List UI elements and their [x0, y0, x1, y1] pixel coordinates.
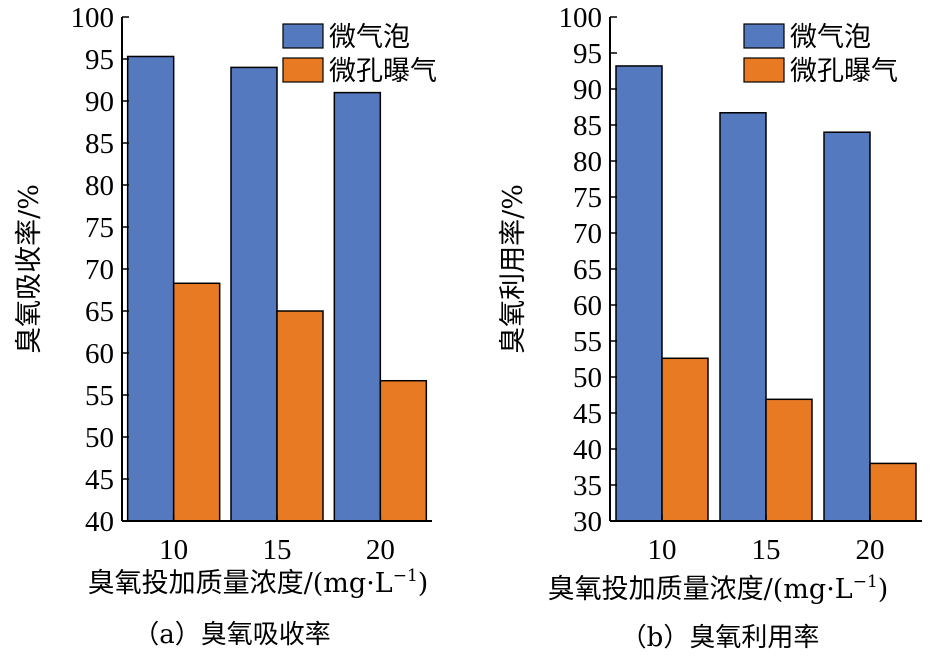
legend-swatch-microporous: [743, 57, 785, 83]
bar-microbubble-20: [823, 131, 871, 522]
x-tick-label: 20: [856, 534, 885, 566]
x-axis-label: 臭氧投加质量浓度/(mg·L−1): [88, 566, 429, 599]
y-tick-label: 100: [559, 2, 603, 34]
legend-swatch-microporous: [282, 57, 324, 83]
bar-microporous-20: [869, 462, 917, 522]
figure-caption: （a）臭氧吸收率: [133, 620, 331, 650]
y-tick-label: 60: [85, 338, 114, 370]
x-tick-label: 15: [263, 534, 292, 566]
y-axis-label: 臭氧吸收率/%: [14, 184, 45, 354]
y-tick-label: 35: [573, 470, 602, 502]
legend-swatch-microbubble: [282, 23, 324, 49]
y-tick-label: 65: [573, 254, 602, 286]
y-tick-label: 65: [85, 296, 114, 328]
legend-label-microbubble: 微气泡: [790, 22, 871, 53]
y-tick-label: 50: [85, 422, 114, 454]
x-axis-label-end: ): [878, 574, 889, 605]
bar-microporous-10: [172, 282, 221, 522]
y-tick-label: 60: [573, 290, 602, 322]
y-tick-label: 45: [573, 398, 602, 430]
y-tick-label: 90: [573, 74, 602, 106]
x-axis-label: 臭氧投加质量浓度/(mg·L−1): [548, 572, 889, 605]
y-tick-label: 90: [85, 86, 114, 118]
y-tick-label: 55: [573, 326, 602, 358]
legend-swatch-microbubble: [743, 23, 785, 49]
y-tick-label: 50: [573, 362, 602, 394]
y-tick-label: 100: [71, 2, 115, 34]
figure-caption: （b）臭氧利用率: [621, 623, 820, 653]
y-tick-label: 40: [85, 506, 114, 538]
bar-microporous-10: [661, 357, 709, 522]
y-tick-label: 95: [85, 44, 114, 76]
y-tick-label: 95: [573, 38, 602, 70]
x-tick-label: 10: [159, 534, 188, 566]
y-tick-label: 80: [85, 170, 114, 202]
legend-label-microporous: 微孔曝气: [329, 56, 437, 87]
y-tick-label: 85: [573, 110, 602, 142]
bar-microporous-15: [276, 310, 324, 522]
y-tick-label: 75: [573, 182, 602, 214]
bar-microbubble-15: [230, 66, 278, 522]
x-tick-label: 20: [366, 534, 395, 566]
x-axis-label-main: 臭氧投加质量浓度/(mg·L: [548, 574, 853, 605]
bar-microbubble-20: [333, 91, 382, 522]
legend-label-microporous: 微孔曝气: [790, 56, 898, 87]
y-tick-label: 45: [85, 464, 114, 496]
y-tick-label: 40: [573, 434, 602, 466]
legend-label-microbubble: 微气泡: [329, 22, 410, 53]
x-axis-label-end: ): [418, 568, 429, 599]
y-tick-label: 80: [573, 146, 602, 178]
bar-microbubble-15: [719, 112, 767, 522]
bar-microporous-15: [765, 398, 813, 522]
bar-microbubble-10: [615, 65, 663, 522]
y-tick-label: 70: [85, 254, 114, 286]
x-axis-label-sup: −1: [853, 572, 878, 592]
y-tick-label: 55: [85, 380, 114, 412]
y-tick-label: 70: [573, 218, 602, 250]
y-tick-label: 30: [573, 506, 602, 538]
x-axis-label-main: 臭氧投加质量浓度/(mg·L: [88, 568, 393, 599]
bar-microbubble-10: [126, 55, 175, 522]
chart-panel-a: 10 15 20 40 45 50 55 60 65 70 75 80 85 90 95 100 臭氧吸收率/%…: [14, 2, 437, 650]
x-tick-label: 15: [752, 534, 781, 566]
y-tick-label: 75: [85, 212, 114, 244]
chart-panel-b: 10 15 20 30 35 40 45 50 55 60 65 70 75 80 85 90 95 100 臭氧利…: [498, 2, 922, 653]
x-axis-label-sup: −1: [393, 566, 418, 586]
y-tick-label: 85: [85, 128, 114, 160]
x-tick-label: 10: [648, 534, 677, 566]
y-axis-label: 臭氧利用率/%: [498, 184, 529, 354]
bar-microporous-20: [379, 379, 428, 522]
